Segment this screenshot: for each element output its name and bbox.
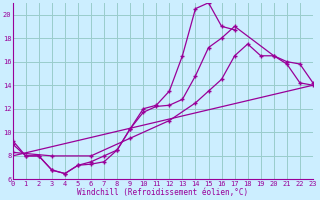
X-axis label: Windchill (Refroidissement éolien,°C): Windchill (Refroidissement éolien,°C) xyxy=(77,188,248,197)
